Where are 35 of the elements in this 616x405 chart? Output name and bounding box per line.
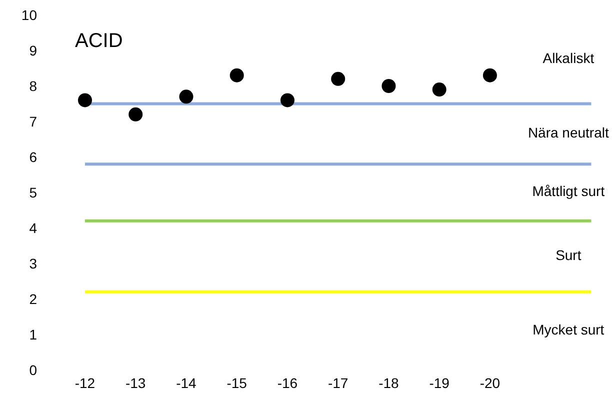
- x-tick-label: -12: [74, 374, 96, 391]
- point: [382, 79, 396, 93]
- x-tick-label: -13: [125, 374, 146, 391]
- y-tick-label: 2: [29, 290, 38, 307]
- y-tick-label: 4: [29, 220, 38, 236]
- annotation: Nära neutralt: [528, 124, 609, 141]
- x-tick-label: -19: [429, 374, 450, 391]
- x-tick-label: -17: [328, 374, 348, 391]
- point: [432, 82, 446, 97]
- y-tick-label: 3: [29, 255, 38, 272]
- y-tick-label: 6: [29, 148, 38, 165]
- point: [280, 93, 294, 108]
- y-tick-label: 8: [29, 78, 38, 94]
- point: [331, 72, 346, 86]
- y-tick-label: 0: [29, 362, 38, 378]
- x-tick-label: -16: [277, 374, 298, 391]
- x-tick-label: -15: [226, 374, 248, 391]
- point: [78, 93, 92, 108]
- point: [482, 68, 497, 82]
- y-tick-label: 10: [21, 6, 38, 23]
- point: [179, 90, 194, 104]
- annotation: Mycket surt: [532, 322, 604, 338]
- annotation: Alkaliskt: [542, 50, 594, 66]
- point: [128, 107, 143, 122]
- y-tick-label: 9: [29, 42, 38, 58]
- y-tick-label: 1: [29, 326, 38, 342]
- y-tick-label: 5: [29, 184, 38, 200]
- y-tick-label: 7: [29, 113, 38, 130]
- point: [230, 68, 244, 82]
- annotation: Måttligt surt: [532, 183, 605, 200]
- x-tick-label: -18: [378, 374, 400, 391]
- x-tick-label: -20: [480, 374, 500, 391]
- annotation: Surt: [556, 247, 582, 264]
- x-tick-label: -14: [176, 374, 197, 391]
- text: ACID: [75, 30, 123, 53]
